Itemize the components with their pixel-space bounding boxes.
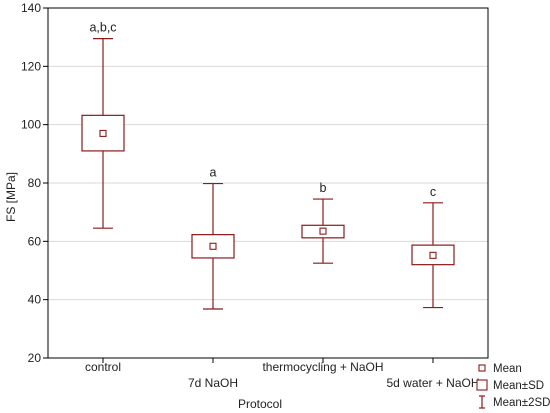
box-symbol-icon	[476, 379, 488, 391]
x-axis-title: Protocol	[238, 397, 282, 411]
legend-label: Mean	[493, 363, 522, 375]
y-tick-label: 100	[21, 118, 41, 132]
box-plot-series: a,b,c a b c	[81, 21, 455, 310]
legend: Mean Mean±SD Mean±2SD	[476, 363, 550, 409]
y-tick-label: 60	[28, 234, 42, 248]
mean-marker	[209, 242, 217, 250]
y-axis-title: FS [MPa]	[4, 172, 18, 222]
significance-label: a	[210, 166, 217, 180]
x-tick-label: control	[85, 360, 121, 374]
y-tick-label: 140	[21, 1, 41, 15]
legend-label: Mean±2SD	[493, 397, 550, 409]
x-tick-label: thermocycling + NaOH	[262, 360, 383, 374]
y-tick-label: 120	[21, 59, 41, 73]
box-4: c	[411, 185, 455, 309]
x-tick-label: 7d NaOH	[188, 376, 238, 390]
legend-label: Mean±SD	[493, 380, 544, 392]
box-3: b	[301, 181, 345, 264]
legend-2sd: Mean±2SD	[479, 395, 550, 409]
legend-sd: Mean±SD	[476, 379, 544, 392]
x-tick-label: 5d water + NaOH	[386, 376, 479, 390]
legend-mean: Mean	[478, 363, 522, 375]
box-2: a	[191, 166, 235, 310]
y-axis-ticks: 20 40 60 80 100 120 140	[21, 1, 48, 365]
significance-label: a,b,c	[89, 21, 116, 35]
mean-marker	[319, 227, 327, 235]
mean-marker	[429, 251, 437, 259]
significance-label: c	[430, 185, 436, 199]
significance-label: b	[320, 181, 327, 195]
box-1: a,b,c	[81, 21, 125, 229]
mean-symbol-icon	[478, 364, 486, 372]
mean-marker	[99, 129, 107, 137]
y-tick-label: 80	[28, 176, 42, 190]
y-tick-label: 20	[28, 351, 42, 365]
y-tick-label: 40	[28, 293, 42, 307]
plot-frame	[47, 7, 489, 359]
